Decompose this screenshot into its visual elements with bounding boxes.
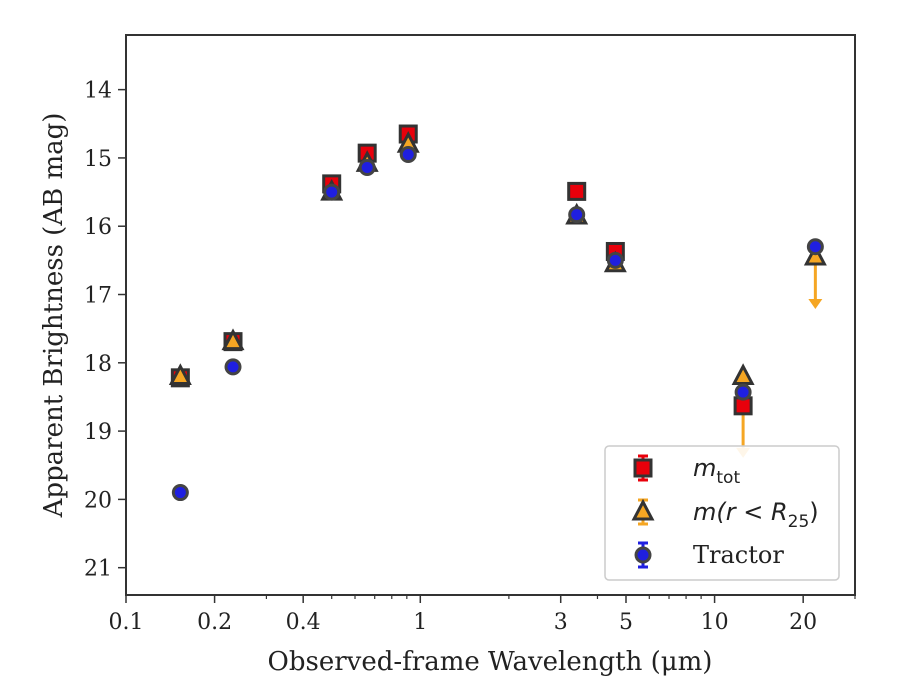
legend-label-subscript: tot: [716, 468, 740, 488]
point-mr25: [221, 328, 245, 351]
x-tick-label: 10: [701, 610, 729, 635]
point-tractor: [171, 484, 189, 502]
legend-label-subscript: 25: [788, 512, 810, 532]
point-tractor: [358, 158, 376, 176]
legend-label-suffix: ): [809, 498, 818, 526]
marks-layer: [168, 124, 827, 502]
plot-frame: [125, 34, 856, 596]
point-tractor: [806, 238, 824, 256]
y-tick-label: 15: [84, 147, 112, 172]
legend-marker-mtot: [633, 458, 653, 478]
point-tractor: [734, 383, 752, 401]
point-mr25: [803, 243, 827, 266]
y-tick-label: 21: [84, 557, 112, 582]
x-tick-label: 0.4: [286, 610, 321, 635]
point-tractor: [399, 146, 417, 164]
x-tick-label: 0.2: [197, 610, 232, 635]
x-tick-label: 20: [789, 610, 817, 635]
point-tractor: [606, 251, 624, 269]
series-tractor: [171, 146, 824, 502]
point-mr25: [168, 363, 192, 385]
point-mtot: [567, 181, 587, 201]
x-tick-label: 5: [619, 610, 633, 635]
point-mr25: [731, 363, 755, 385]
legend-label-main: m(r < R: [693, 498, 788, 526]
x-axis-label: Observed-frame Wavelength (μm): [268, 647, 713, 677]
ticks-layer: 0.1 0.2 0.4 1 3 5 10 20 14 15 16 17 18 19 20 21: [84, 79, 856, 635]
legend-marker-mr25: [631, 498, 655, 521]
legend-box: [604, 445, 840, 581]
x-tick-label: 0.1: [109, 610, 144, 635]
legend-label-tractor: Tractor: [693, 541, 784, 569]
y-tick-label: 14: [84, 79, 112, 104]
y-tick-label: 17: [84, 284, 112, 309]
point-tractor: [323, 183, 341, 201]
upper-limit-arrow-head: [808, 298, 823, 309]
legend-label-mr25: m(r < R25): [693, 498, 819, 532]
legend-label-main: m: [693, 454, 716, 482]
y-tick-label: 16: [84, 215, 112, 240]
legend-marker-tractor: [634, 546, 652, 564]
point-tractor: [568, 206, 586, 224]
y-tick-label: 18: [84, 352, 112, 377]
point-tractor: [224, 358, 242, 376]
y-tick-label: 20: [84, 488, 112, 513]
y-axis-label: Apparent Brightness (AB mag): [39, 113, 69, 519]
legend: mtot m(r < R25) Tractor: [604, 445, 840, 581]
legend-label-mtot: mtot: [693, 454, 740, 488]
y-tick-label: 19: [84, 420, 112, 445]
x-tick-label: 3: [554, 610, 568, 635]
x-tick-label: 1: [413, 610, 427, 635]
